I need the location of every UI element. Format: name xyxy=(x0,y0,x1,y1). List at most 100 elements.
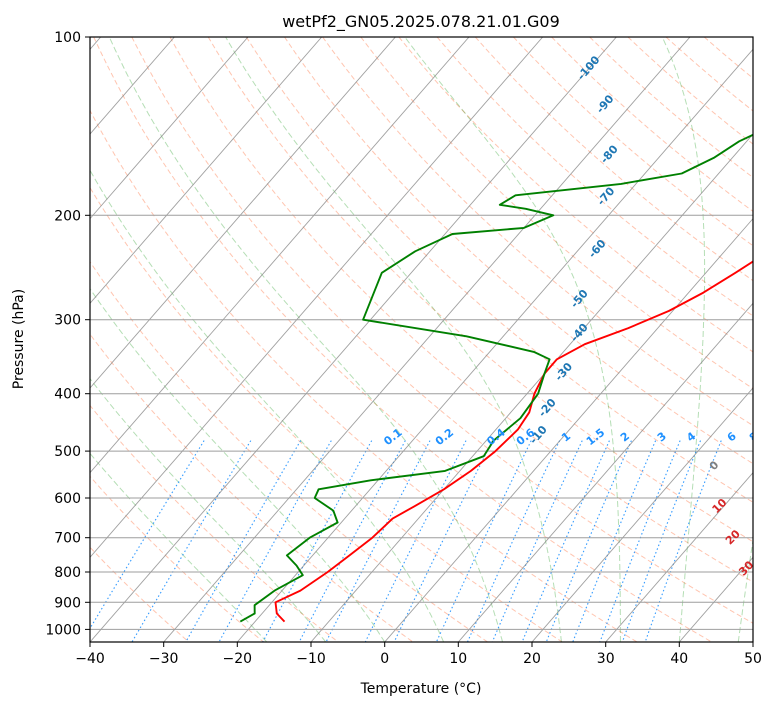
moist-adiabat xyxy=(404,37,621,642)
x-tick-label: 40 xyxy=(670,651,688,667)
mixing-ratio-label: 0.1 xyxy=(381,426,404,448)
mixing-ratio-line xyxy=(131,440,252,642)
y-axis-title: Pressure (hPa) xyxy=(11,289,27,389)
mixing-ratio-label: 1 xyxy=(559,430,573,445)
dry-adiabat xyxy=(169,37,753,583)
dry-adiabat xyxy=(436,37,753,317)
isotherm xyxy=(384,217,753,642)
isotherm-label: -20 xyxy=(536,396,559,420)
mixing-ratio-line xyxy=(185,440,302,642)
y-tick-label: 500 xyxy=(54,444,81,460)
dry-adiabat xyxy=(398,37,753,353)
y-tick-label: 800 xyxy=(54,565,81,581)
isotherm xyxy=(236,48,753,642)
isotherm-label: -50 xyxy=(568,287,591,311)
y-tick-label: 300 xyxy=(54,313,81,329)
mixing-ratio-line xyxy=(491,440,583,642)
mixing-ratio-label: 6 xyxy=(725,429,739,444)
dry-adiabat xyxy=(93,37,712,642)
mixing-ratio-line xyxy=(218,440,332,642)
y-tick-label: 200 xyxy=(54,208,81,224)
dry-adiabat xyxy=(360,37,753,390)
dry-adiabat xyxy=(665,37,753,112)
dry-adiabat xyxy=(322,37,753,427)
mixing-ratio-line xyxy=(364,440,467,642)
moist-adiabat xyxy=(225,37,562,642)
plot-frame xyxy=(89,36,754,643)
mixing-ratio-line xyxy=(466,440,561,642)
dry-adiabat xyxy=(90,404,339,642)
profile-line-2 xyxy=(239,133,753,623)
moist-adiabat-label: 10 xyxy=(710,496,730,516)
dry-adiabat xyxy=(90,475,264,642)
moist-adiabat xyxy=(90,452,268,642)
dry-adiabat xyxy=(513,37,753,247)
x-tick-label: −40 xyxy=(75,651,105,667)
isotherm xyxy=(457,302,753,642)
isotherm xyxy=(310,133,753,642)
mixing-ratio-label: 0.2 xyxy=(433,426,456,448)
dry-adiabat xyxy=(90,186,563,642)
mixing-ratio-line xyxy=(521,440,610,642)
mixing-ratio-label: 3 xyxy=(655,430,669,445)
chart-title: wetPf2_GN05.2025.078.21.01.G09 xyxy=(282,12,560,32)
isotherm xyxy=(531,387,753,642)
mixing-ratio-line xyxy=(545,440,632,642)
isotherm-label: -70 xyxy=(595,184,618,208)
dry-adiabat xyxy=(207,37,753,543)
isotherm xyxy=(752,641,753,642)
isotherm xyxy=(90,37,249,220)
x-axis: −40 −30 −20 −10 0 10 20 30 40 50 xyxy=(75,642,762,667)
dry-adiabat xyxy=(703,37,753,79)
dry-adiabat xyxy=(131,37,753,624)
dry-adiabat xyxy=(589,37,753,179)
mixing-ratio-line xyxy=(325,440,431,642)
moist-adiabat xyxy=(108,37,503,642)
grid xyxy=(90,37,753,642)
moist-adiabat xyxy=(661,37,706,642)
dry-adiabat xyxy=(474,37,753,282)
y-tick-label: 900 xyxy=(54,595,81,611)
x-tick-label: 0 xyxy=(380,651,389,667)
moist-adiabat xyxy=(90,377,327,642)
isotherm xyxy=(90,37,323,304)
moist-adiabat-label: 20 xyxy=(723,527,743,547)
moist-adiabat xyxy=(90,169,445,642)
x-tick-label: 20 xyxy=(523,651,541,667)
mixing-ratio-label: 0.4 xyxy=(484,426,508,448)
x-tick-label: −30 xyxy=(149,651,179,667)
isotherm xyxy=(678,556,753,642)
mixing-ratio-line xyxy=(262,440,373,642)
moist-adiabat-label: 40 xyxy=(754,589,774,609)
y-tick-label: 600 xyxy=(54,491,81,507)
background-lines xyxy=(90,37,753,642)
mixing-ratio-line xyxy=(90,440,205,630)
isotherm xyxy=(90,37,617,642)
mixing-ratio-label: 8 xyxy=(747,430,761,445)
x-tick-label: 10 xyxy=(449,651,467,667)
mixing-ratio-label: 2 xyxy=(618,430,632,445)
x-tick-label: 50 xyxy=(744,651,762,667)
isotherm xyxy=(90,37,470,474)
x-tick-label: 30 xyxy=(597,651,615,667)
dry-adiabat xyxy=(245,37,753,503)
x-axis-title: Temperature (°C) xyxy=(360,681,482,697)
dry-adiabat xyxy=(90,546,190,642)
isotherm xyxy=(605,471,753,642)
mixing-ratio-line xyxy=(644,440,722,642)
dry-adiabat xyxy=(90,260,488,642)
y-tick-label: 1000 xyxy=(45,622,81,638)
dry-adiabat xyxy=(90,333,414,642)
dry-adiabat xyxy=(551,37,753,212)
y-tick-label: 700 xyxy=(54,531,81,547)
series-layer xyxy=(239,133,753,623)
x-tick-label: −10 xyxy=(296,651,326,667)
mixing-ratio-line xyxy=(572,440,657,642)
y-tick-label: 400 xyxy=(54,387,81,403)
isotherm xyxy=(90,37,544,558)
moist-adiabat xyxy=(90,287,386,642)
moist-adiabat xyxy=(737,537,753,642)
isotherm xyxy=(163,37,691,642)
isotherm xyxy=(90,37,396,389)
